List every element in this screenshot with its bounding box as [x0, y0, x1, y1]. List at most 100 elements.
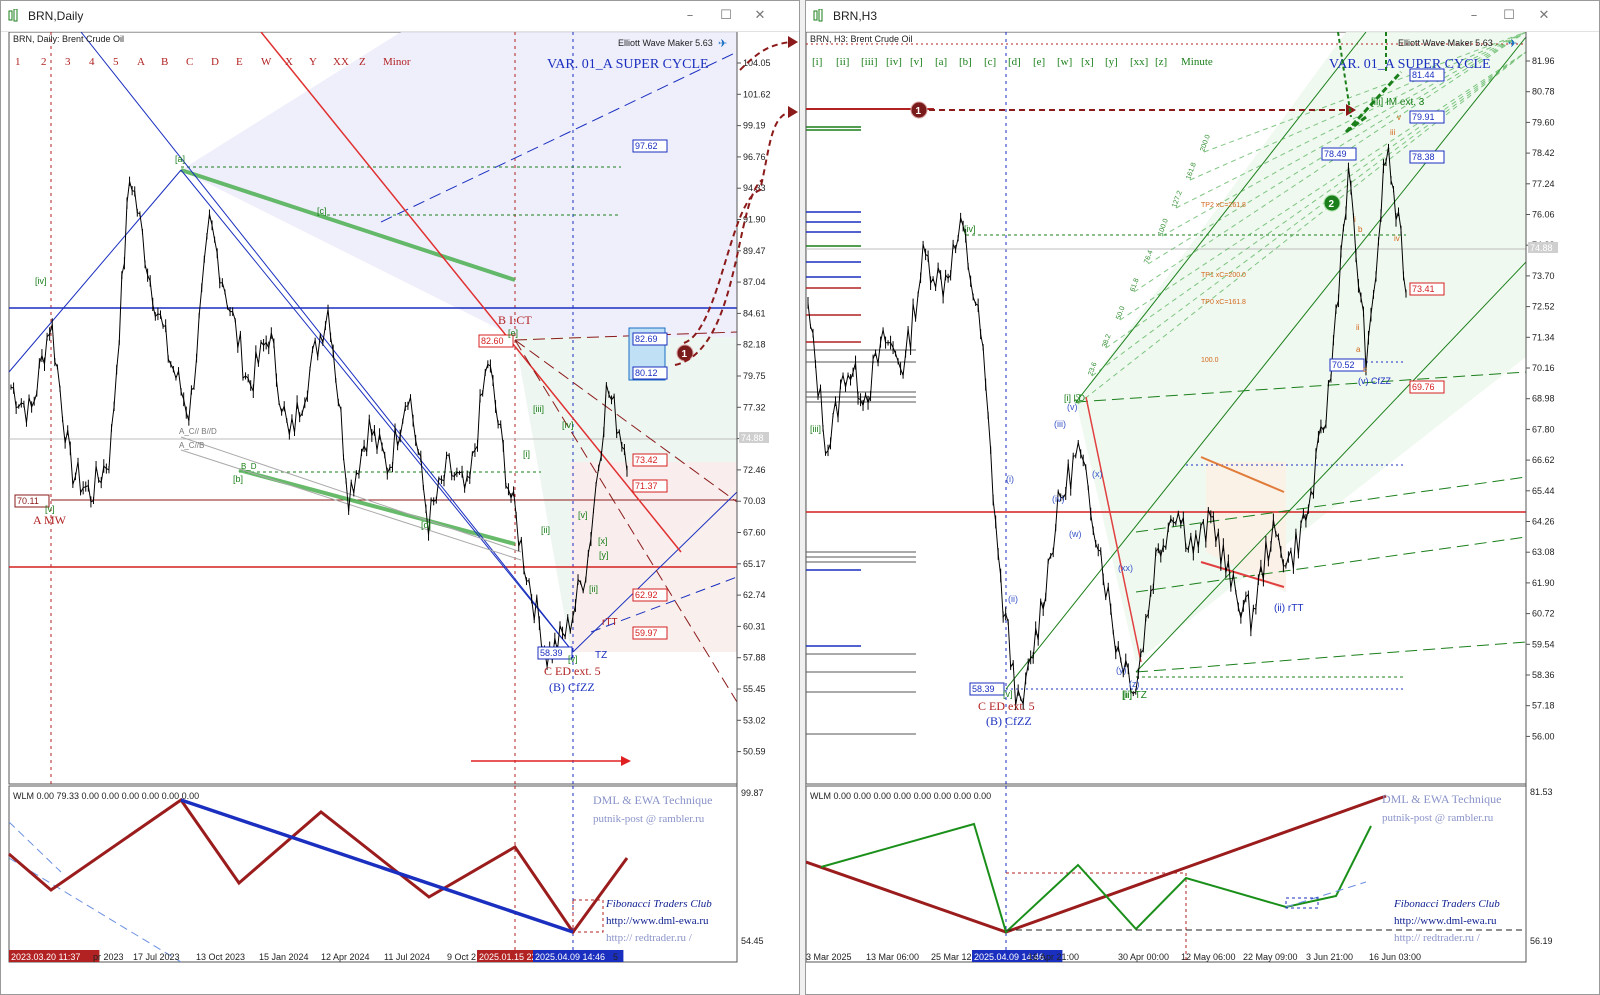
sub-header: WLM 0.00 0.00 0.00 0.00 0.00 0.00 0.00 0… [810, 791, 991, 801]
chart-caption: BRN, H3: Brent Crude Oil [810, 34, 913, 44]
wave-mark: c [1363, 365, 1367, 374]
marker-1-label: 1 [682, 349, 688, 360]
current-price-label: 74.88 [1530, 243, 1553, 253]
date-label: 2025.01.15 22 [479, 952, 537, 962]
wave-selector: XX [333, 56, 349, 68]
fib-line [1189, 32, 1527, 181]
price-axis-label: 77.32 [743, 402, 766, 412]
price-axis-label: 79.75 [743, 371, 766, 381]
price-tag-label: 82.69 [635, 334, 658, 344]
club-link: http://www.dml-ewa.ru [1394, 915, 1497, 927]
blue-line-2 [80, 32, 574, 653]
minimize-button[interactable]: – [686, 8, 694, 23]
date-label: 15 Jan 2024 [259, 952, 309, 962]
wave-selector: Y [309, 56, 317, 68]
fib-label: TP0 xC=161.8 [1201, 299, 1246, 306]
wave-selector: [b] [959, 56, 972, 68]
wave-selector: W [261, 56, 272, 68]
wave-mark: iv [1394, 234, 1400, 243]
price-line [807, 146, 1407, 706]
fork-dash [1135, 641, 1527, 673]
minimize-button[interactable]: – [1470, 8, 1478, 23]
date-label: 2023.03.20 11:37 [11, 952, 80, 962]
wave-mark: [iii] [810, 424, 821, 434]
price-axis-label: 67.80 [1532, 424, 1555, 434]
wlm-line-green [820, 822, 1372, 934]
date-label: 17 Jul 2023 [133, 952, 180, 962]
annotation: [i] LD [1064, 393, 1086, 403]
annotation: A_C//B [179, 441, 204, 450]
red-arrow-head [621, 756, 631, 766]
wave-selector: [e] [1033, 56, 1045, 68]
fib-line [1091, 51, 1527, 377]
wave-mark: [v] [1003, 689, 1013, 699]
indicator-icon: ✈ [718, 38, 727, 50]
price-tag [632, 588, 668, 602]
wave-mark: [y] [599, 550, 609, 560]
chart-icon [8, 9, 18, 22]
red-dash-3 [514, 339, 738, 703]
price-tag-label: 58.39 [972, 684, 995, 694]
annotation: B I:CT [498, 313, 532, 327]
blue-dash-2 [590, 576, 738, 633]
red-trend [1085, 396, 1142, 663]
price-tag [1409, 110, 1445, 124]
club-link: http:// redtrader.ru / [1394, 932, 1481, 944]
blue-line-4 [572, 491, 738, 653]
fib-line [1175, 32, 1527, 209]
date-label: 5 [613, 952, 618, 962]
price-axis-label: 55.45 [743, 684, 766, 694]
price-tag [632, 139, 668, 153]
daily-chart-window[interactable]: BRN,Daily – ☐ ✕ [0, 0, 800, 995]
h3-chart-window[interactable]: BRN,H3 – ☐ ✕ 81.96 80.78 79.60 78.42 [805, 0, 1600, 995]
red-zone-fill [571, 462, 737, 652]
maximize-button[interactable]: ☐ [720, 8, 732, 23]
price-tag-label: 82.60 [481, 336, 504, 346]
close-button[interactable]: ✕ [754, 8, 766, 23]
title-bar[interactable]: BRN,H3 – ☐ ✕ [806, 1, 1599, 32]
price-axis-label: 81.96 [1532, 56, 1555, 66]
price-axis-label: 58.36 [1532, 670, 1555, 680]
date-highlight [533, 950, 624, 962]
price-axis-label: 70.03 [743, 496, 766, 506]
watermark: putnik-post @ rambler.ru [1382, 812, 1494, 824]
annotation: [iii] IM ext. 3 [1371, 97, 1425, 108]
wave-mark: i [1354, 215, 1356, 224]
wave-selector: [a] [935, 56, 947, 68]
price-tag-label: 71.37 [635, 481, 658, 491]
sub-axis-label: 81.53 [1530, 787, 1553, 797]
price-axis-label: 57.18 [1532, 701, 1555, 711]
wave-mark: ii [1356, 323, 1360, 332]
wave-mark: [ii] [589, 584, 598, 594]
wave-mark: v [1397, 113, 1401, 122]
price-axis-label: 79.60 [1532, 117, 1555, 127]
date-label: 22 May 09:00 [1243, 952, 1298, 962]
red-dash-2 [514, 339, 738, 503]
price-tag-label: 62.92 [635, 590, 658, 600]
wave-mark: [iv] [35, 276, 47, 286]
title-bar[interactable]: BRN,Daily – ☐ ✕ [1, 1, 799, 32]
annotation: C ED ext. 5 [978, 699, 1035, 713]
date-label: 16 Jun 03:00 [1369, 952, 1421, 962]
wave-selector: [w] [1057, 56, 1072, 68]
maximize-button[interactable]: ☐ [1503, 8, 1515, 23]
price-axis-label: 64.26 [1532, 517, 1555, 527]
blue-line-3 [180, 169, 574, 653]
fork-dash [1135, 536, 1527, 593]
wave-selector: E [236, 56, 243, 68]
indicator-icon: ✈ [1508, 38, 1517, 50]
price-axis-label: 72.46 [743, 465, 766, 475]
variant-label: VAR. 01_A SUPER CYCLE [547, 57, 709, 72]
wave-mark: [iii] [533, 404, 544, 414]
wave-selector: [xx] [1130, 56, 1148, 68]
date-label: 2025.04.09 14:46 [535, 952, 605, 962]
wlm-line-red [8, 797, 629, 935]
date-label: 13 Oct 2023 [196, 952, 245, 962]
price-axis-label: 78.42 [1532, 148, 1555, 158]
close-button[interactable]: ✕ [1538, 8, 1550, 23]
annotation: C ED ext. 5 [544, 664, 601, 678]
wave-selector: 5 [113, 56, 119, 68]
annotation: (B) CfZZ [549, 680, 595, 694]
wave-selector: [v] [910, 56, 923, 68]
price-tag [1329, 358, 1365, 372]
